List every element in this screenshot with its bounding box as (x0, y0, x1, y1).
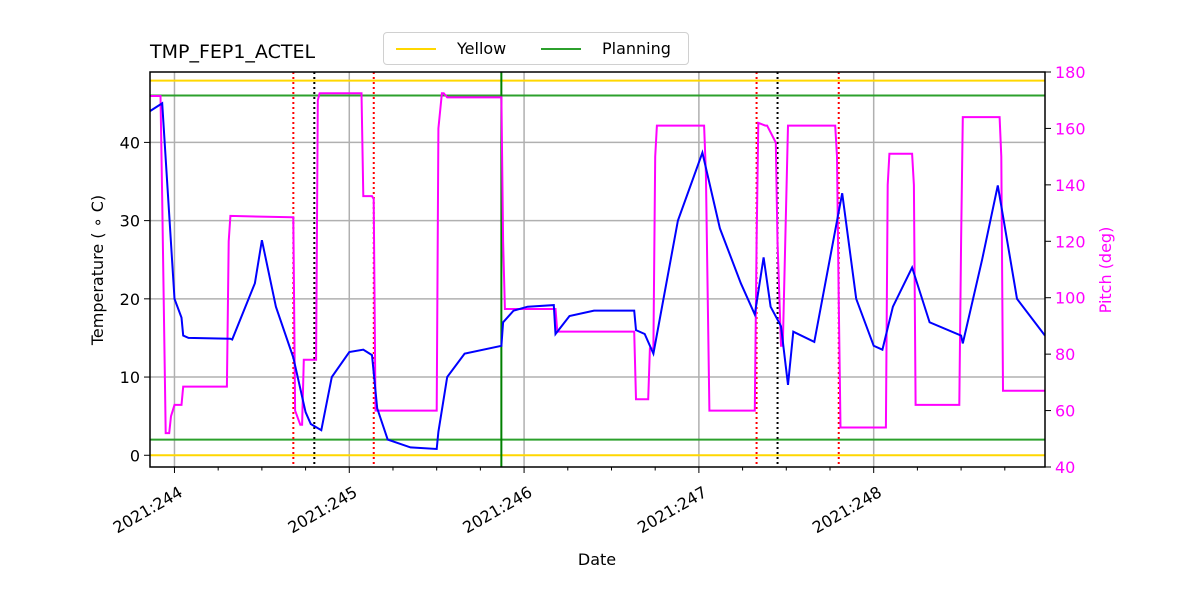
y-axis-label: Temperature ( ∘ C) (88, 195, 107, 346)
pitch-series-line (150, 92, 1045, 435)
y2-tick-label: 120 (1055, 232, 1086, 251)
temperature-series-line (150, 101, 1045, 451)
legend-label-yellow: Yellow (457, 39, 507, 58)
y2-tick-label: 160 (1055, 119, 1086, 138)
y-tick-label: 0 (130, 446, 140, 465)
y-tick-label: 30 (120, 212, 140, 231)
plot-frame (149, 71, 1046, 468)
y-tick-label: 20 (120, 290, 140, 309)
x-tick-label: 2021:247 (634, 482, 710, 537)
y2-tick-label: 100 (1055, 289, 1086, 308)
y2-tick-label: 60 (1055, 402, 1075, 421)
x-axis-label: Date (578, 550, 616, 569)
y2-axis-ticks: 40 60 80 100 120 140 160 180 (1045, 63, 1086, 477)
chart-title: TMP_FEP1_ACTEL (149, 41, 315, 63)
y2-tick-label: 40 (1055, 458, 1075, 477)
x-axis-ticks: 2021:244 2021:245 2021:246 2021:247 2021:248 (110, 467, 1006, 537)
y2-tick-label: 140 (1055, 176, 1086, 195)
limit-lines (150, 79, 1045, 457)
y2-tick-label: 80 (1055, 345, 1075, 364)
legend-swatch-planning (541, 47, 581, 50)
legend-label-planning: Planning (602, 39, 671, 58)
x-tick-label: 2021:248 (809, 482, 885, 537)
legend-swatch-yellow (396, 47, 436, 50)
legend-item-yellow: Yellow (396, 33, 506, 64)
x-tick-label: 2021:245 (285, 482, 361, 537)
x-tick-label: 2021:244 (110, 482, 186, 537)
y2-axis-label: Pitch (deg) (1096, 227, 1115, 314)
legend-item-planning: Planning (541, 33, 671, 64)
y2-tick-label: 180 (1055, 63, 1086, 82)
x-tick-label: 2021:246 (459, 482, 535, 537)
y-tick-label: 10 (120, 368, 140, 387)
y-tick-label: 40 (120, 133, 140, 152)
legend: Yellow Planning (383, 32, 689, 65)
y-axis-ticks: 0 10 20 30 40 (120, 133, 150, 465)
